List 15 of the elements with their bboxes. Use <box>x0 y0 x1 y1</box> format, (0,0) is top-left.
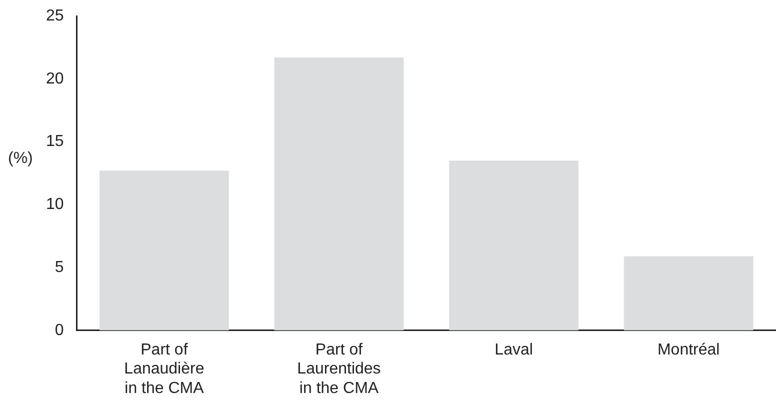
y-tick-label: 10 <box>46 196 64 214</box>
y-tick-label: 20 <box>46 70 64 88</box>
bar <box>274 58 404 330</box>
x-tick-label: Montréal <box>657 341 720 358</box>
bar <box>624 256 754 330</box>
y-tick-label: 5 <box>54 258 64 276</box>
bar <box>449 160 578 330</box>
x-tick-label: Part of Lanaudière in the CMA <box>124 341 204 397</box>
y-tick-label: 25 <box>46 7 64 24</box>
y-tick-label: 0 <box>54 322 64 339</box>
y-axis-title: (%) <box>8 150 33 168</box>
bar <box>100 170 229 330</box>
x-tick-label: Part of Laurentides in the CMA <box>297 341 381 397</box>
y-tick-label: 15 <box>46 133 64 150</box>
x-tick-label: Laval <box>494 341 533 358</box>
